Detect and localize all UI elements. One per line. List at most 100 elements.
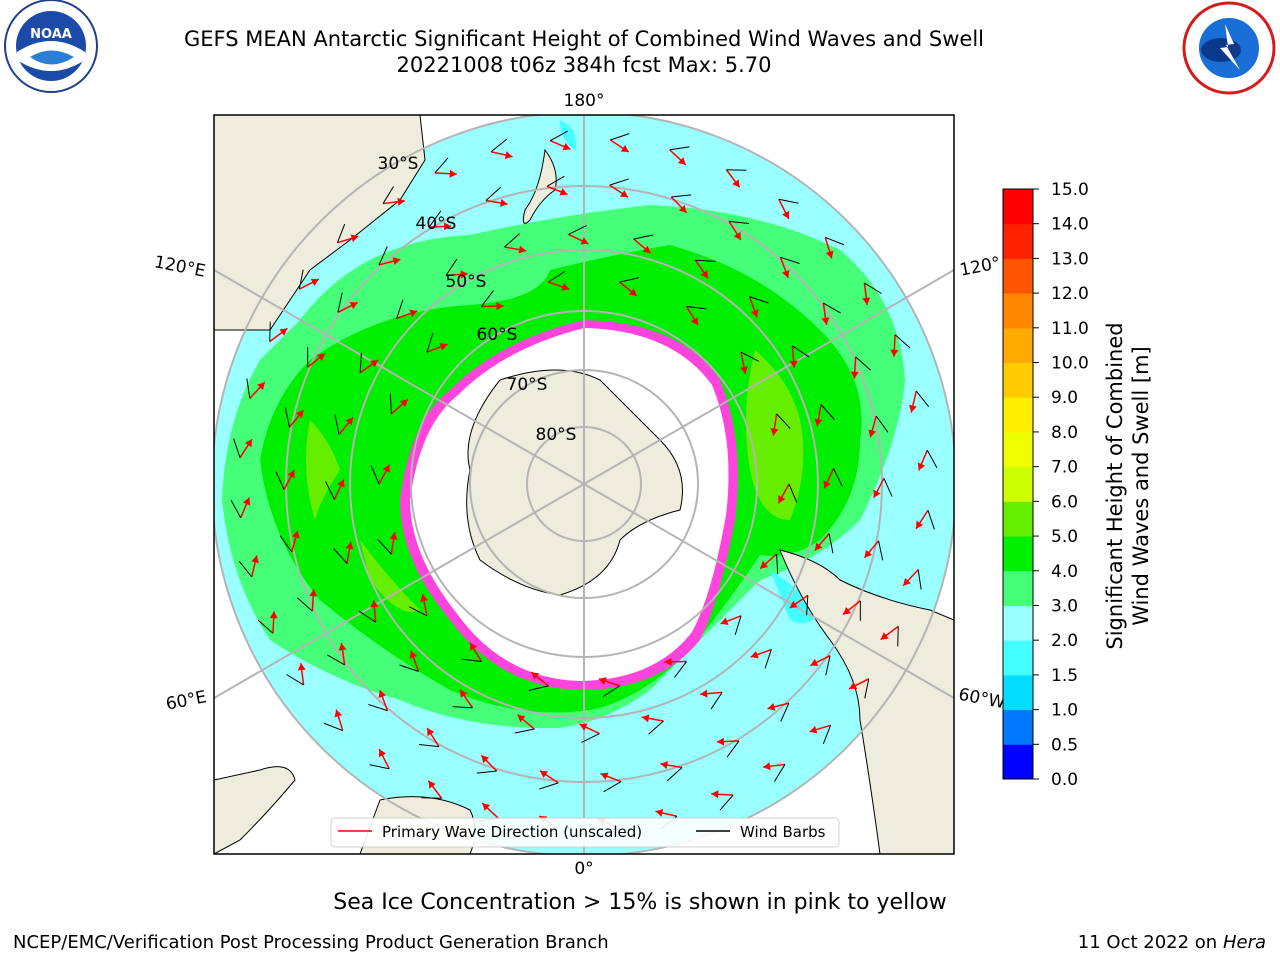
wave-arrow-head bbox=[579, 723, 588, 731]
wind-barb bbox=[238, 560, 253, 578]
wind-barb bbox=[368, 704, 388, 712]
nws-logo bbox=[1182, 1, 1276, 95]
wave-arrow-head bbox=[716, 737, 725, 746]
wind-barb bbox=[822, 725, 832, 745]
wind-barb bbox=[546, 175, 565, 187]
wind-barb bbox=[233, 438, 241, 458]
wave-arrow-head bbox=[316, 353, 325, 361]
wind-barb bbox=[269, 321, 271, 342]
footer-host: Hera bbox=[1222, 932, 1266, 953]
wave-arrow-head bbox=[559, 188, 568, 196]
wave-arrow-head bbox=[814, 542, 823, 551]
wind-barb bbox=[776, 413, 791, 429]
wind-barb bbox=[780, 702, 790, 722]
wave-arrow-head bbox=[677, 157, 686, 165]
wind-barb bbox=[740, 351, 760, 362]
wind-barb bbox=[434, 157, 449, 174]
wave-arrow-head bbox=[598, 677, 607, 685]
wind-barb bbox=[581, 733, 600, 743]
wind-barb bbox=[481, 290, 494, 307]
wind-barb bbox=[792, 345, 810, 358]
wind-barb bbox=[823, 302, 841, 314]
wave-arrow-head bbox=[823, 480, 831, 489]
wind-barb bbox=[286, 674, 304, 686]
wind-barb bbox=[421, 797, 442, 799]
wave-arrow-head bbox=[700, 270, 708, 279]
wind-barb bbox=[610, 133, 630, 141]
wave-arrow-head bbox=[781, 269, 790, 278]
wind-barb bbox=[337, 292, 343, 313]
wind-barb bbox=[686, 305, 707, 310]
wave-arrow-head bbox=[345, 417, 354, 426]
wind-barb bbox=[864, 678, 870, 699]
wave-arrow-head bbox=[481, 755, 490, 764]
wind-barb bbox=[603, 781, 622, 793]
wave-arrow-head bbox=[628, 288, 637, 296]
wave-arrow-head bbox=[482, 803, 491, 811]
wave-arrow-head bbox=[310, 278, 319, 286]
wave-arrow-head bbox=[449, 169, 457, 178]
wave-arrow-head bbox=[789, 600, 798, 608]
colorbar-swatch bbox=[1003, 293, 1033, 329]
wind-barb bbox=[549, 130, 569, 142]
wave-arrow-head bbox=[678, 204, 687, 213]
wind-barb bbox=[490, 138, 508, 153]
wave-arrow-head bbox=[740, 366, 748, 374]
graticule bbox=[214, 115, 954, 854]
colorbar-swatch bbox=[1003, 709, 1033, 745]
colorbar-tick-label: 0.0 bbox=[1051, 770, 1078, 790]
noaa-logo: NOAA bbox=[4, 0, 98, 93]
wind-barb bbox=[334, 414, 340, 435]
colorbar-tick-label: 3.0 bbox=[1051, 596, 1078, 616]
wind-barb bbox=[788, 483, 798, 503]
wind-barb bbox=[369, 764, 390, 770]
wave-arrow-head bbox=[500, 199, 508, 207]
wave-arrow-head bbox=[825, 250, 834, 259]
wave-arrow-head bbox=[750, 309, 759, 318]
wave-arrow-head bbox=[561, 283, 570, 291]
colorbar-swatch bbox=[1003, 258, 1033, 294]
wave-arrow-head bbox=[767, 702, 776, 711]
wave-arrow-head bbox=[763, 762, 771, 771]
wave-arrow-head bbox=[460, 689, 468, 698]
wave-arrow-head bbox=[309, 589, 318, 597]
wave-arrow-head bbox=[378, 690, 387, 699]
wind-barb bbox=[883, 478, 893, 497]
wind-barb bbox=[230, 499, 242, 519]
wave-arrow-head bbox=[821, 317, 830, 325]
wave-arrow-head bbox=[257, 382, 265, 391]
wind-barb bbox=[539, 782, 559, 790]
wave-arrow-head bbox=[279, 328, 288, 336]
wave-arrow-head bbox=[770, 428, 779, 436]
wave-arrow-head bbox=[392, 257, 401, 266]
wave-arrow-head bbox=[641, 714, 650, 723]
lat-label-50s: 50°S bbox=[446, 272, 487, 292]
south-america bbox=[779, 549, 954, 854]
colorbar-tick-label: 4.0 bbox=[1051, 562, 1078, 582]
lon-label-120e: 120°E bbox=[153, 252, 208, 281]
wind-barb bbox=[389, 393, 392, 414]
wind-barb bbox=[729, 220, 750, 224]
wind-barb bbox=[327, 654, 345, 666]
wave-arrow-head bbox=[345, 541, 354, 550]
wind-barb bbox=[774, 764, 786, 782]
colorbar-tick-label: 1.5 bbox=[1051, 666, 1078, 686]
wave-arrow-head bbox=[496, 302, 504, 311]
wind-barb bbox=[275, 471, 285, 490]
wave-arrow-head bbox=[890, 349, 899, 357]
footer-date-text: 11 Oct 2022 on bbox=[1077, 932, 1223, 953]
wave-arrow-head bbox=[337, 479, 345, 488]
wave-arrow-head bbox=[711, 790, 719, 799]
antarctica bbox=[466, 369, 683, 596]
wind-barb bbox=[820, 404, 835, 420]
colorbar-swatch bbox=[1003, 189, 1033, 225]
wind-barb bbox=[666, 767, 683, 782]
colorbar-swatch bbox=[1003, 223, 1033, 259]
wind-barb bbox=[602, 685, 620, 698]
wind-barb bbox=[855, 356, 871, 371]
lat-label-30s: 30°S bbox=[378, 154, 419, 174]
wave-arrow-head bbox=[287, 470, 295, 479]
wind-barb bbox=[719, 794, 734, 811]
wave-arrow-head bbox=[382, 464, 390, 473]
wind-barb bbox=[426, 332, 434, 353]
